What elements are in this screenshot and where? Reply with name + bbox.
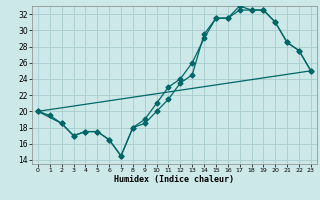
X-axis label: Humidex (Indice chaleur): Humidex (Indice chaleur): [115, 175, 234, 184]
